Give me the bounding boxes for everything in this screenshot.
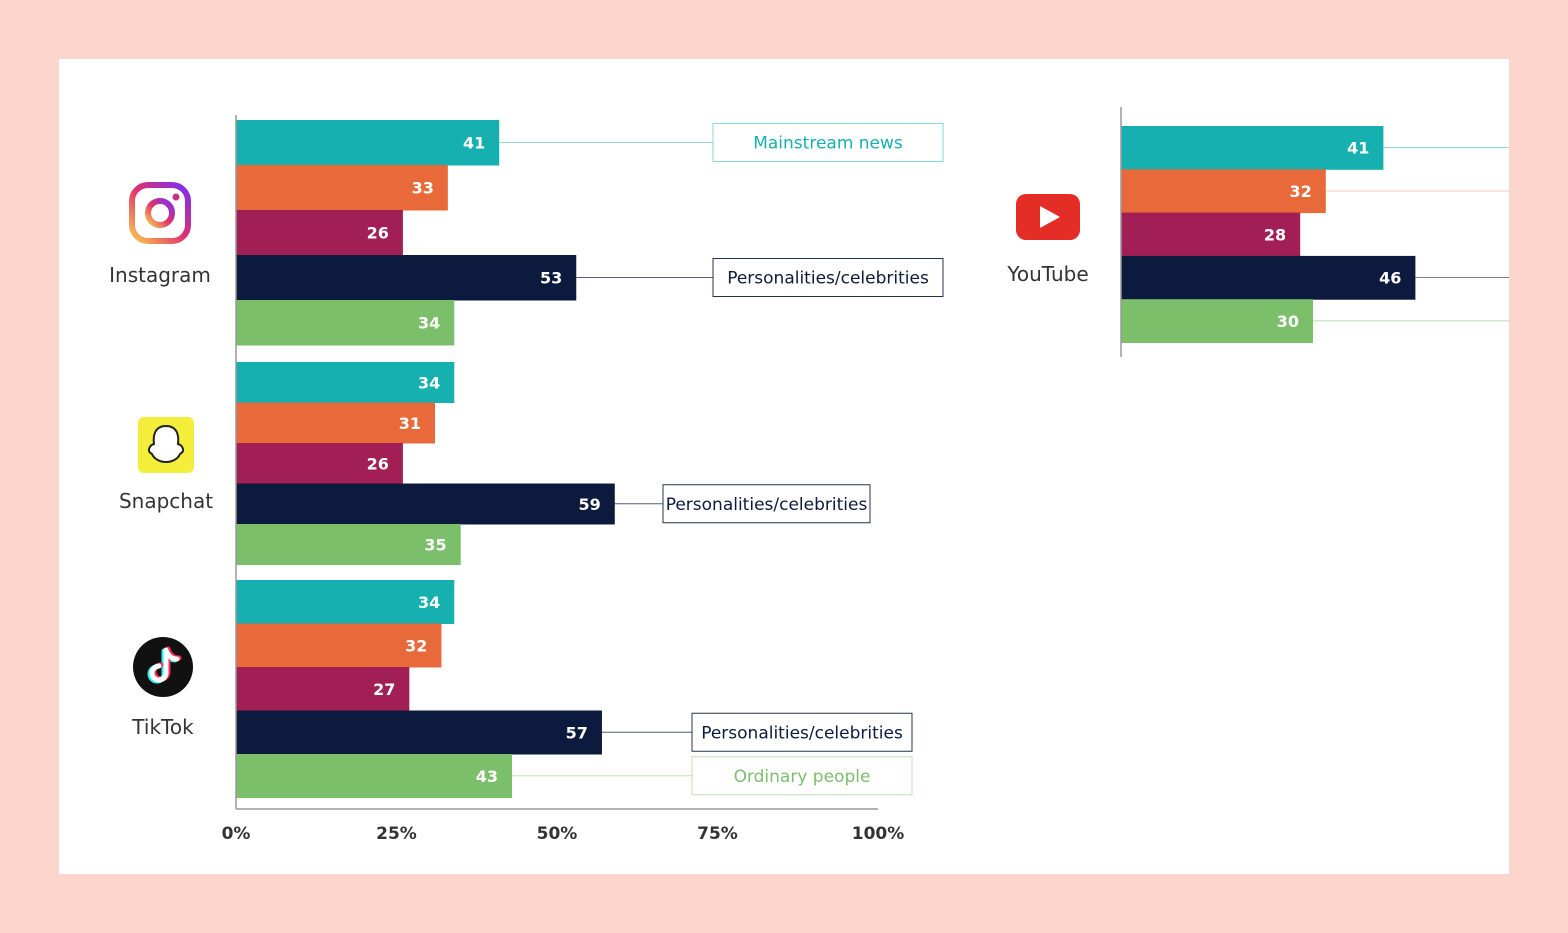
snapchat-icon-ghost <box>147 424 185 464</box>
callout-label: Ordinary people <box>734 767 871 787</box>
instagram-icon-dot <box>172 193 180 201</box>
bar <box>236 120 500 166</box>
bar-value-label: 41 <box>463 134 485 153</box>
callout-label: Mainstream news <box>753 134 903 154</box>
x-tick-label: 75% <box>697 824 738 844</box>
instagram-icon-lens <box>145 198 175 228</box>
bar-value-label: 35 <box>424 535 446 554</box>
bar-value-label: 26 <box>367 224 389 243</box>
bar-value-label: 32 <box>405 636 427 655</box>
callout-box <box>712 123 944 162</box>
snapchat-icon <box>138 417 194 473</box>
tiktok-icon <box>133 637 193 697</box>
bar-value-label: 59 <box>579 495 601 514</box>
x-tick-label: 0% <box>222 824 251 844</box>
instagram-icon-frame <box>129 182 191 244</box>
bar-value-label: 27 <box>373 680 395 699</box>
bar <box>236 210 403 256</box>
bar-value-label: 53 <box>540 269 562 288</box>
bar <box>236 754 513 798</box>
callout-box <box>691 712 913 752</box>
bar-value-label: 31 <box>399 414 421 433</box>
bar-value-label: 34 <box>418 373 440 392</box>
bar-value-label: 26 <box>367 454 389 473</box>
bar <box>1121 255 1416 300</box>
bar <box>1121 212 1301 257</box>
callout-box <box>691 756 913 796</box>
bar <box>236 362 455 403</box>
youtube-icon <box>1016 194 1080 240</box>
bar <box>236 165 448 211</box>
chart-svg: Instagram 41 33 26 53 34 Snapchat 34 31 26 59 35 Tik… <box>109 107 1509 844</box>
x-tick-label: 100% <box>852 824 905 844</box>
x-tick-label: 25% <box>376 824 417 844</box>
platform-label-tiktok: TikTok <box>131 715 194 739</box>
callout-box <box>712 258 944 297</box>
bar <box>236 667 410 711</box>
bar-value-label: 57 <box>566 723 588 742</box>
bar <box>236 300 455 346</box>
bar-value-label: 34 <box>418 593 440 612</box>
bar-value-label: 32 <box>1290 182 1312 201</box>
callout-label: Personalities/celebrities <box>666 495 868 515</box>
bar-value-label: 28 <box>1264 225 1286 244</box>
bar <box>236 443 403 484</box>
bar <box>236 524 461 565</box>
bar-value-label: 46 <box>1379 269 1401 288</box>
tiktok-icon-note <box>149 647 180 683</box>
bar-value-label: 34 <box>418 314 440 333</box>
platform-label-instagram: Instagram <box>109 263 211 287</box>
callout-label: Personalities/celebrities <box>727 269 929 289</box>
bar-value-label: 41 <box>1347 139 1369 158</box>
bar <box>236 710 602 755</box>
bar <box>1121 299 1313 343</box>
bar-value-label: 43 <box>476 767 498 786</box>
callout-box <box>662 484 871 524</box>
x-tick-label: 50% <box>537 824 578 844</box>
youtube-icon-play <box>1040 206 1060 228</box>
chart-card: Instagram 41 33 26 53 34 Snapchat 34 31 26 59 35 Tik… <box>59 59 1509 874</box>
bar <box>1121 169 1326 214</box>
bar <box>236 255 577 301</box>
bar <box>236 402 436 444</box>
bar <box>236 623 442 668</box>
platform-label-youtube: YouTube <box>1006 262 1088 286</box>
bar-value-label: 33 <box>412 179 434 198</box>
platform-label-snapchat: Snapchat <box>119 489 213 513</box>
bar <box>1121 126 1384 170</box>
callout-label: Personalities/celebrities <box>701 723 903 743</box>
bar-value-label: 30 <box>1277 312 1299 331</box>
bar <box>236 580 455 624</box>
bar <box>236 483 615 525</box>
instagram-icon <box>129 182 191 244</box>
